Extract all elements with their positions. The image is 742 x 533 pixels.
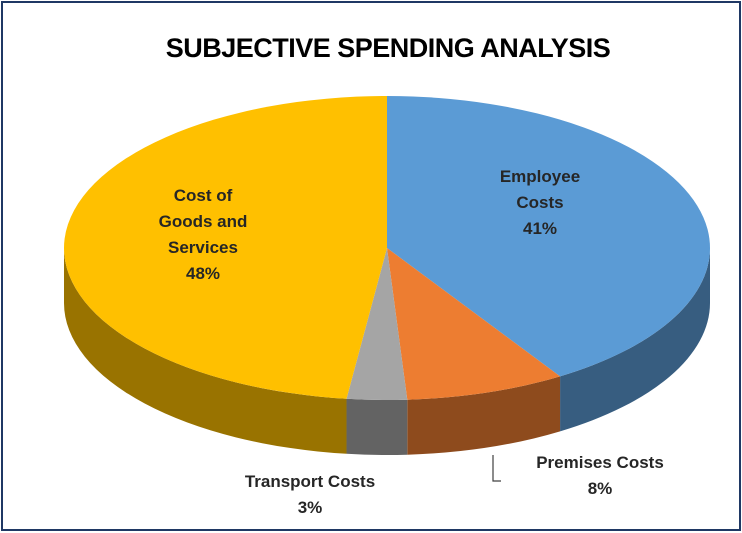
pie-slice [346, 248, 408, 400]
value-label: 48% [185, 264, 221, 283]
data-label: Premises Costs 8% [500, 450, 700, 502]
value-label: 3% [297, 498, 323, 517]
chart-title: SUBJECTIVE SPENDING ANALYSIS [165, 33, 611, 63]
category-label: Cost of Goods and Services [158, 186, 248, 257]
leader-line [492, 455, 501, 482]
pie-slice [64, 96, 387, 399]
value-label: 41% [522, 219, 558, 238]
category-label: Premises Costs [536, 453, 664, 472]
chart [64, 96, 710, 482]
pie-slice-side [64, 248, 347, 454]
pie-slice-side [346, 398, 408, 455]
value-label: 8% [587, 479, 613, 498]
data-label: Transport Costs 3% [210, 469, 410, 521]
pie-slice [387, 96, 710, 377]
pie-slice [387, 248, 561, 400]
pie-slice-side [560, 248, 710, 432]
category-label: Transport Costs [244, 472, 376, 491]
pie-slice-side [407, 376, 561, 455]
data-label: Employee Costs 41% [485, 164, 595, 242]
data-label: Cost of Goods and Services 48% [146, 183, 261, 287]
category-label: Employee Costs [499, 167, 581, 212]
